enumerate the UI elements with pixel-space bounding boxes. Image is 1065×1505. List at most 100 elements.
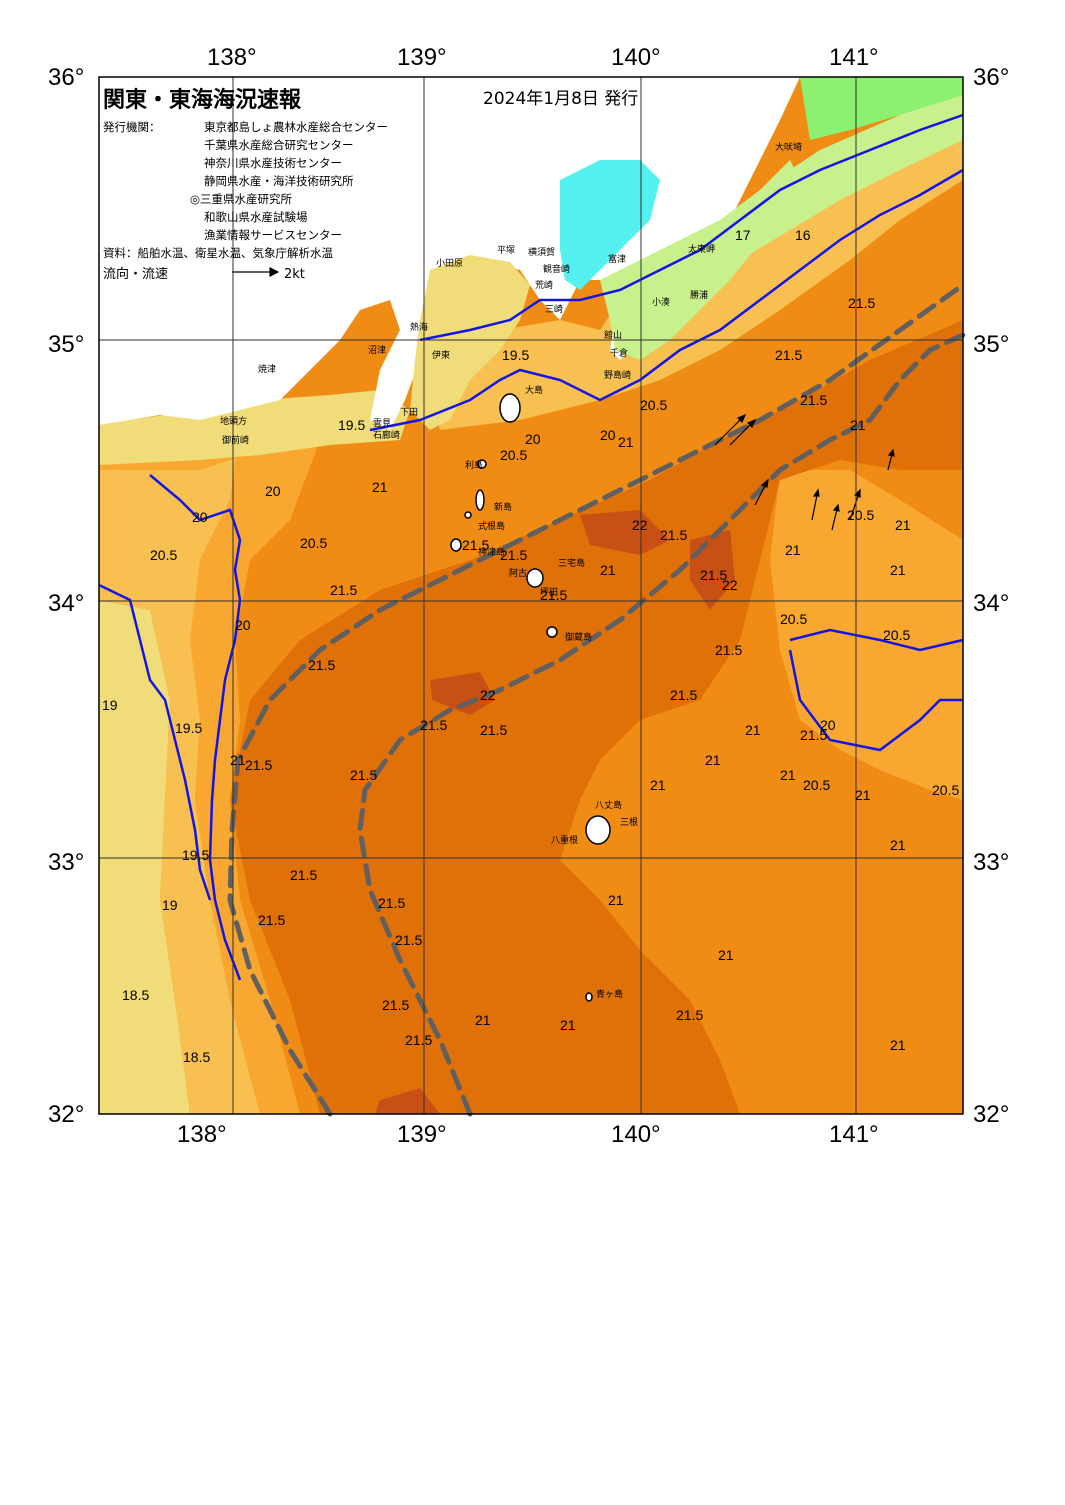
legend-label: 流向・流速 — [103, 266, 168, 282]
place-label: 八丈島 — [595, 799, 622, 811]
contour-label: 21.5 — [258, 912, 285, 928]
issuer-line: 千葉県水産総合研究センター — [204, 138, 354, 152]
contour-label: 21.5 — [540, 587, 567, 603]
contour-label: 22 — [632, 517, 648, 533]
contour-label: 20.5 — [640, 397, 667, 413]
isotherm-20-north — [369, 168, 964, 432]
place-label: 雲見 — [373, 418, 391, 429]
contour-label: 21 — [560, 1017, 576, 1033]
current-arrow — [729, 418, 757, 446]
lat-tick-right: 35° — [973, 331, 1009, 358]
contour-label: 20.5 — [150, 547, 177, 563]
contour-label: 21 — [718, 947, 734, 963]
contour-label: 20 — [600, 427, 616, 443]
contour-label: 21 — [890, 837, 906, 853]
contour-label: 21.5 — [245, 757, 272, 773]
contour-label: 21.5 — [660, 527, 687, 543]
current-arrow — [714, 413, 747, 446]
tokyo-bay — [560, 160, 660, 290]
contour-label: 20 — [265, 483, 281, 499]
kuroshio-axis-outer — [227, 282, 966, 1117]
lon-tick-bottom: 140° — [611, 1121, 661, 1148]
place-label: 大吠埼 — [775, 141, 802, 153]
contour-label: 21.5 — [350, 767, 377, 783]
lat-tick-left: 32° — [48, 1101, 84, 1128]
lat-tick-right: 34° — [973, 590, 1009, 617]
map-header: 関東・東海海況速報 2024年1月8日 発行 発行機関： 東京都島しょ農林水産総… — [103, 87, 638, 282]
contour-label: 20 — [525, 431, 541, 447]
place-label: 横須賀 — [528, 246, 555, 258]
contour-label: 20.5 — [932, 782, 959, 798]
isotherm-19-5-west — [98, 583, 212, 901]
place-label: 阿古 — [509, 567, 527, 579]
contour-label: 21.5 — [308, 657, 335, 673]
contour-label: 21.5 — [405, 1032, 432, 1048]
contour-label: 21.5 — [800, 727, 827, 743]
contour-label: 20.5 — [500, 447, 527, 463]
place-label: 小湊 — [652, 296, 670, 308]
legend-arrow — [232, 267, 280, 277]
place-label: 平塚 — [497, 245, 515, 256]
contour-label: 21.5 — [480, 722, 507, 738]
temperature-zone-18 — [99, 600, 190, 1114]
axis-labels: 138° 139° 140° 141° 138° 139° 140° 141° … — [48, 44, 1009, 1148]
place-label: 野島崎 — [604, 369, 631, 381]
place-label: 観音崎 — [543, 263, 570, 275]
island-mikurajima — [546, 626, 558, 638]
contour-label: 21.5 — [715, 642, 742, 658]
island-oshima — [499, 393, 521, 423]
issuer-label: 発行機関： — [103, 120, 161, 134]
contour-label: 21 — [890, 1037, 906, 1053]
legend-value: 2kt — [284, 267, 305, 282]
place-label: 大島 — [525, 384, 543, 396]
place-label: 御前崎 — [222, 434, 249, 446]
lat-tick-right: 36° — [973, 64, 1009, 91]
temperature-zone-22 — [580, 510, 670, 555]
data-source: 資料：船舶水温、衛星水温、気象庁解析水温 — [103, 246, 333, 260]
lat-tick-left: 36° — [48, 64, 84, 91]
place-label: 御蔵島 — [565, 631, 592, 643]
contour-label: 21 — [785, 542, 801, 558]
contour-label: 19.5 — [338, 417, 365, 433]
current-arrow — [887, 448, 895, 471]
place-label: 太東岬 — [688, 243, 715, 255]
issuer-line: 和歌山県水産試験場 — [204, 210, 308, 224]
map-title: 関東・東海海況速報 — [103, 87, 302, 113]
lat-tick-left: 33° — [48, 849, 84, 876]
contour-label: 21 — [780, 767, 796, 783]
contour-label: 18.5 — [183, 1049, 210, 1065]
place-label: 館山 — [604, 329, 622, 341]
contour-label: 21 — [650, 777, 666, 793]
place-label: 焼津 — [258, 364, 276, 375]
place-label: 青ヶ島 — [596, 988, 623, 1000]
contour-label: 21.5 — [500, 547, 527, 563]
contour-label: 21.5 — [462, 537, 489, 553]
island-niijima — [475, 489, 485, 511]
contour-label: 21.5 — [676, 1007, 703, 1023]
temperature-zone-20-east — [770, 470, 963, 800]
issue-date: 2024年1月8日 発行 — [483, 89, 638, 109]
issuer-line: 東京都島しょ農林水産総合センター — [204, 120, 388, 134]
island-toshima — [477, 459, 487, 469]
contour-label: 20 — [820, 717, 836, 733]
current-arrow — [754, 478, 769, 506]
temperature-zone-22 — [430, 672, 495, 715]
temperature-zone-21-5 — [230, 320, 963, 1114]
contour-label: 20.5 — [803, 777, 830, 793]
current-arrow — [831, 503, 840, 531]
place-label: 荒崎 — [535, 279, 553, 291]
lon-tick-top: 140° — [611, 44, 661, 71]
place-label: 利島 — [465, 459, 483, 471]
current-arrows — [232, 267, 895, 531]
kuroshio-axis-inner — [357, 332, 966, 1117]
isotherm-20-5-east — [788, 628, 964, 752]
place-label: 八重根 — [551, 834, 578, 846]
contour-label: 21 — [230, 752, 246, 768]
isotherm-lines — [98, 113, 964, 981]
contour-label: 20.5 — [300, 535, 327, 551]
contour-label: 19.5 — [502, 347, 529, 363]
lon-tick-top: 141° — [829, 44, 879, 71]
isotherm-20-west — [149, 474, 242, 981]
place-label: 式根島 — [478, 520, 505, 532]
